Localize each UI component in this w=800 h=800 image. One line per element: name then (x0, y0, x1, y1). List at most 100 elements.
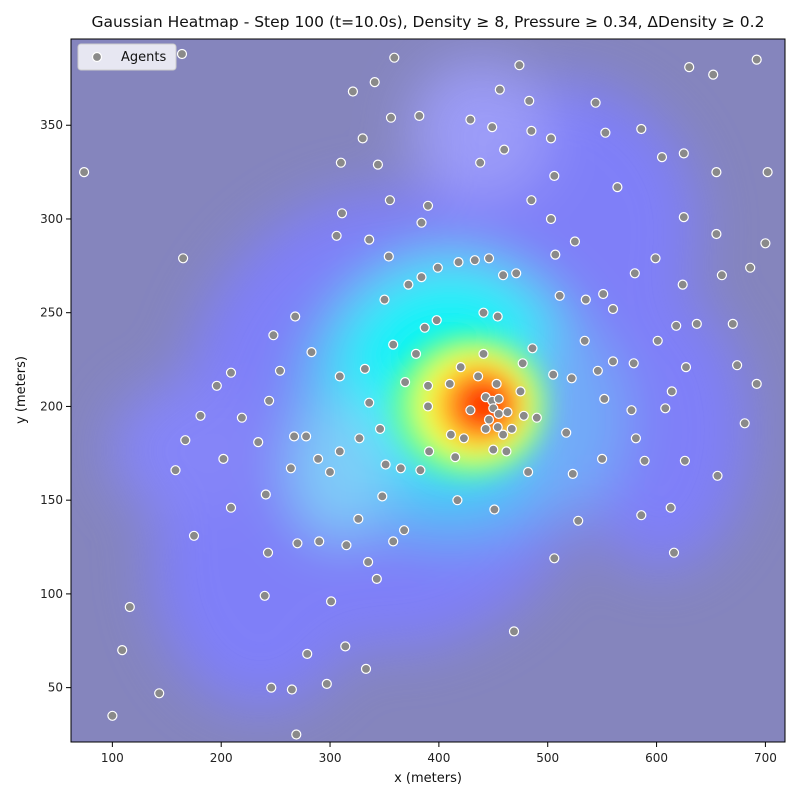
agent-point-175 (708, 69, 719, 80)
agent-point-122 (517, 358, 528, 369)
agent-point-32 (306, 347, 317, 358)
agent-point-115 (501, 446, 512, 457)
agent-point-58 (377, 491, 388, 502)
agent-point-149 (600, 127, 611, 138)
agent-point-55 (371, 573, 382, 585)
agent-point-88 (455, 362, 466, 373)
agent-point-36 (324, 466, 336, 478)
agent-point-181 (731, 360, 743, 371)
agent-point-69 (400, 377, 411, 388)
agent-point-124 (522, 466, 534, 478)
agent-point-185 (751, 378, 762, 389)
agent-point-179 (716, 270, 728, 281)
agent-point-3 (124, 601, 135, 613)
agent-point-151 (607, 303, 619, 315)
legend: Agents (77, 43, 177, 71)
agent-point-45 (347, 86, 358, 97)
agent-point-102 (487, 121, 498, 133)
agent-point-24 (285, 463, 296, 474)
agent-point-183 (745, 262, 756, 273)
agent-point-13 (225, 502, 237, 513)
agent-point-156 (630, 433, 642, 444)
y-tick-label-1: 100 (40, 587, 63, 601)
agent-point-77 (422, 401, 434, 412)
agent-point-82 (432, 262, 443, 273)
agent-point-109 (493, 408, 504, 419)
agent-point-141 (573, 515, 584, 526)
agent-point-20 (264, 395, 275, 406)
agent-point-130 (545, 133, 557, 144)
agent-point-22 (268, 330, 279, 341)
agent-point-92 (469, 255, 480, 266)
agent-point-144 (590, 97, 601, 108)
agent-point-172 (680, 362, 692, 373)
agent-point-49 (359, 363, 370, 374)
agent-point-48 (357, 133, 368, 144)
agent-point-173 (684, 61, 695, 73)
y-tick-label-3: 200 (40, 399, 63, 413)
agent-point-46 (353, 513, 364, 525)
agent-point-177 (711, 167, 722, 178)
agent-point-106 (491, 378, 502, 389)
y-tick-label-0: 50 (48, 681, 63, 695)
agent-point-136 (554, 290, 565, 301)
agent-point-170 (678, 148, 689, 159)
agent-point-114 (499, 144, 510, 155)
agent-point-118 (508, 626, 520, 637)
chart-title: Gaussian Heatmap - Step 100 (t=10.0s), D… (92, 13, 765, 31)
agent-point-30 (301, 431, 312, 442)
legend-label: Agents (121, 50, 166, 65)
agent-point-10 (195, 410, 206, 421)
plot-frame (70, 38, 786, 743)
agent-point-121 (515, 386, 526, 397)
plot-area (71, 39, 785, 742)
agent-point-94 (475, 157, 486, 168)
agent-point-75 (416, 272, 427, 283)
agent-point-72 (414, 110, 425, 122)
agent-point-107 (492, 311, 503, 322)
agent-point-26 (289, 431, 300, 442)
y-tick-label-5: 300 (40, 212, 63, 226)
agent-point-0 (78, 167, 90, 178)
agent-point-161 (652, 335, 663, 346)
agent-point-155 (629, 268, 640, 279)
agent-point-143 (580, 294, 591, 305)
agent-point-120 (514, 60, 525, 71)
agent-point-6 (176, 48, 188, 60)
agent-point-103 (488, 444, 499, 455)
agent-point-171 (679, 455, 691, 466)
agent-point-145 (592, 365, 603, 376)
agent-point-62 (384, 195, 395, 206)
agent-point-53 (364, 234, 375, 245)
agent-point-176 (711, 228, 722, 240)
agent-point-95 (478, 348, 489, 359)
agent-point-165 (666, 386, 677, 397)
agent-point-80 (424, 446, 435, 457)
agent-point-97 (480, 423, 491, 434)
agent-point-16 (253, 437, 264, 448)
agent-point-2 (117, 644, 128, 656)
agent-point-164 (665, 502, 676, 513)
agent-point-65 (388, 339, 399, 350)
agent-point-138 (566, 373, 577, 384)
agent-point-83 (444, 378, 455, 389)
agent-point-169 (678, 212, 689, 223)
y-tick-label-6: 350 (40, 118, 63, 132)
agent-point-160 (650, 253, 661, 264)
x-tick-label-2: 300 (319, 751, 342, 765)
agent-point-158 (636, 123, 647, 135)
agent-point-174 (691, 318, 702, 329)
agent-point-186 (760, 238, 771, 249)
agent-point-11 (211, 380, 222, 391)
agent-point-91 (465, 405, 476, 416)
agent-point-105 (489, 504, 500, 515)
agent-point-19 (262, 547, 274, 558)
agent-point-123 (518, 410, 529, 421)
agent-point-154 (628, 358, 639, 369)
agent-point-131 (545, 213, 557, 225)
x-tick-label-1: 200 (210, 751, 233, 765)
agent-point-63 (385, 112, 397, 123)
scatter-points (78, 48, 773, 740)
agent-point-127 (526, 195, 537, 206)
